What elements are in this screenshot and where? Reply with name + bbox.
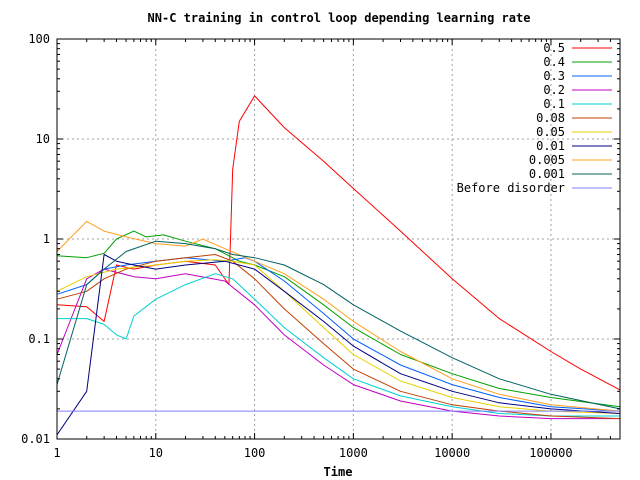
series-line-2 <box>56 257 621 412</box>
y-tick-label: 100 <box>28 32 50 46</box>
legend-label: 0.3 <box>543 69 565 83</box>
series-line-1 <box>56 230 621 408</box>
grid <box>57 39 620 439</box>
series-line-9 <box>56 240 621 410</box>
legend-label: 0.05 <box>536 125 565 139</box>
y-tick-label: 1 <box>43 232 50 246</box>
y-tick-label: 0.1 <box>28 332 50 346</box>
series-line-8 <box>56 220 621 412</box>
y-tick-label: 10 <box>36 132 50 146</box>
legend: 0.50.40.30.20.10.080.050.010.0050.001Bef… <box>457 41 612 195</box>
ticks: 1 10 100 1000 10000 100000 0.01 0.1 1 10 100 <box>21 32 621 460</box>
legend-label: 0.5 <box>543 41 565 55</box>
series-line-4 <box>57 273 620 417</box>
y-tick-label: 0.01 <box>21 432 50 446</box>
legend-label: 0.005 <box>529 153 565 167</box>
legend-label: 0.1 <box>543 97 565 111</box>
x-tick-label: 1000 <box>339 446 368 460</box>
legend-label: 0.01 <box>536 139 565 153</box>
legend-label: 0.08 <box>536 111 565 125</box>
series-group <box>56 95 621 436</box>
series-line-7 <box>56 254 621 436</box>
x-tick-label: 1 <box>53 446 60 460</box>
legend-label: Before disorder <box>457 181 565 195</box>
series-line-6 <box>56 259 621 414</box>
legend-label: 0.4 <box>543 55 565 69</box>
x-tick-label: 10000 <box>434 446 470 460</box>
chart-title: NN-C training in control loop depending … <box>148 11 531 25</box>
x-tick-label: 100 <box>244 446 266 460</box>
series-line-5 <box>56 254 621 420</box>
x-tick-label: 100000 <box>529 446 572 460</box>
x-axis-label: Time <box>324 465 353 479</box>
legend-label: 0.2 <box>543 83 565 97</box>
legend-label: 0.001 <box>529 167 565 181</box>
series-line-0 <box>56 95 621 391</box>
x-tick-label: 10 <box>149 446 163 460</box>
series-line-3 <box>56 268 620 420</box>
